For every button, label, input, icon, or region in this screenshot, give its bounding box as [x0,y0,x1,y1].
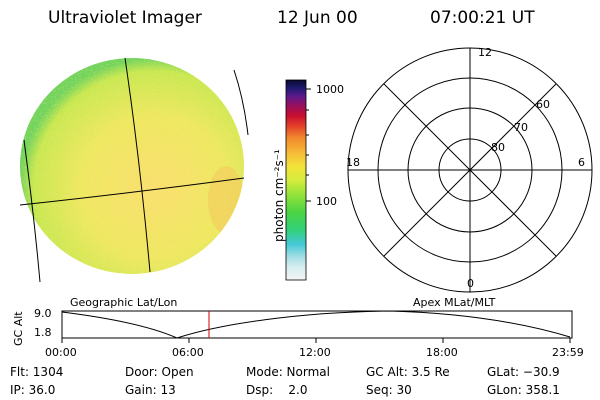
colorbar-tick-1000: 1000 [316,83,344,96]
colorbar-tick-100: 100 [316,195,337,208]
altitude-xtick-0600: 06:00 [172,346,204,359]
uv-image-disk [20,58,244,274]
altitude-ylabel: GC Alt [12,311,25,346]
date-label: 12 Jun 00 [277,8,358,28]
mlat-label-60: 60 [536,98,550,111]
status-sequence: Seq: 30 [366,383,412,397]
altitude-xtick-1200: 12:00 [299,346,331,359]
instrument-title: Ultraviolet Imager [48,8,202,28]
status-geo-longitude: GLon: 358.1 [487,383,560,397]
time-label: 07:00:21 UT [430,8,535,28]
status-door: Door: Open [125,365,194,379]
status-gc-altitude: GC Alt: 3.5 Re [366,365,450,379]
mlt-label-6: 6 [578,156,585,169]
status-mode: Mode: Normal [246,365,330,379]
mlt-label-0: 0 [467,277,474,290]
status-flight: Flt: 1304 [10,365,64,379]
polar-mlt-plot [347,47,593,293]
altitude-curve [61,310,571,339]
geographic-grid-lines [19,57,249,283]
altitude-axis-ticks [61,338,571,343]
mlt-label-12: 12 [478,46,492,59]
altitude-xtick-1800: 18:00 [426,346,458,359]
colorbar [286,80,306,280]
apex-coord-label: Apex MLat/MLT [413,296,496,309]
geographic-coord-label: Geographic Lat/Lon [70,296,178,309]
altitude-xtick-2359: 23:59 [552,346,584,359]
status-dsp: Dsp: 2.0 [246,383,308,397]
status-gain: Gain: 13 [125,383,176,397]
mlat-label-70: 70 [514,121,528,134]
colorbar-frame [285,79,307,281]
altitude-ytick-1.8: 1.8 [34,326,52,339]
status-geo-latitude: GLat: −30.9 [487,365,560,379]
status-ip: IP: 36.0 [10,383,56,397]
altitude-xtick-0000: 00:00 [45,346,77,359]
mlt-label-18: 18 [346,156,360,169]
altitude-plot-frame [61,310,573,339]
colorbar-ticks [306,88,311,202]
colorbar-unit-label: photon cm⁻²s⁻¹ [272,149,286,242]
mlat-label-80: 80 [491,141,505,154]
altitude-ytick-9: 9.0 [34,307,52,320]
